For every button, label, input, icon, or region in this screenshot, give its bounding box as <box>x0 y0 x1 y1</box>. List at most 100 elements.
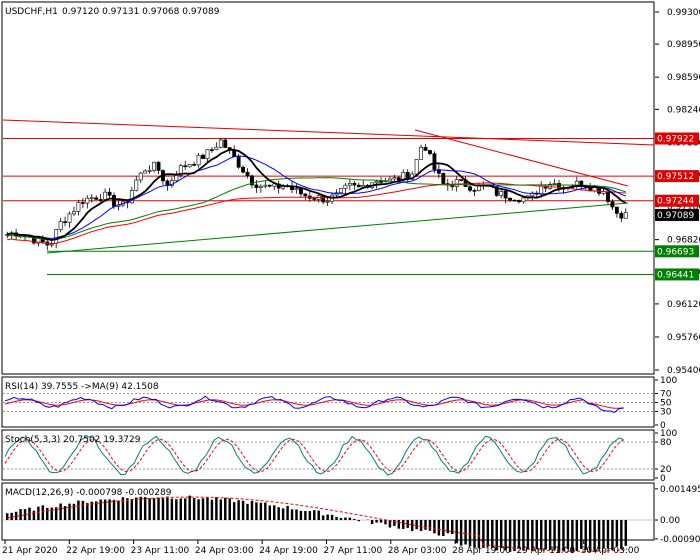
candle-body <box>254 184 259 188</box>
macd-bar <box>10 512 13 520</box>
candle-body <box>325 200 330 203</box>
candle-body <box>129 190 134 204</box>
candle-body <box>143 170 148 174</box>
ma-blue-line <box>7 155 626 240</box>
candle-body <box>76 202 81 212</box>
macd-bar <box>108 499 111 520</box>
candle-body <box>512 199 517 202</box>
macd-bar <box>50 507 53 520</box>
candle-body <box>263 184 268 187</box>
candle-body <box>54 229 59 244</box>
stoch-main-line <box>4 435 624 476</box>
candle-body <box>476 185 481 192</box>
candle-body <box>441 173 446 184</box>
macd-bar <box>468 520 472 547</box>
macd-bar <box>451 520 454 535</box>
macd-bar <box>499 520 503 549</box>
time-label: 23 Apr 11:00 <box>131 546 190 556</box>
candle-body <box>419 146 424 160</box>
macd-bar <box>135 497 138 520</box>
candle-body <box>250 175 254 186</box>
macd-bar <box>486 520 490 547</box>
candle-body <box>236 156 241 168</box>
candle-body <box>201 154 205 159</box>
macd-bar <box>330 514 334 520</box>
macd-bar <box>317 510 320 520</box>
main-panel[interactable] <box>1 1 655 375</box>
candle-body <box>196 154 201 166</box>
macd-bar <box>299 510 303 520</box>
macd-bar <box>508 520 512 552</box>
macd-bar <box>290 509 294 520</box>
macd-bar <box>455 520 458 544</box>
candle-body <box>521 197 526 203</box>
macd-panel[interactable] <box>1 482 655 541</box>
macd-bar <box>495 520 498 551</box>
time-label: 24 Apr 03:00 <box>195 546 254 556</box>
macd-bar <box>81 500 85 520</box>
stoch-panel[interactable] <box>1 429 655 481</box>
macd-bar <box>544 520 547 550</box>
time-label: 28 Apr 03:00 <box>388 546 447 556</box>
macd-bar <box>286 505 289 520</box>
rsi-panel[interactable] <box>1 376 655 428</box>
macd-bar <box>584 520 587 550</box>
macd-bar <box>433 520 436 534</box>
macd-bar <box>59 503 62 520</box>
macd-bar <box>397 520 401 529</box>
macd-bar <box>357 520 360 522</box>
indicator-tick-label: 0 <box>660 474 666 484</box>
macd-bar <box>95 501 98 520</box>
level-tag-label: 0.96441 <box>657 270 694 280</box>
macd-bar <box>620 520 623 550</box>
level-tag-label: 0.96693 <box>657 247 694 257</box>
price-axis: 0.993000.989500.985900.982400.978800.975… <box>655 8 700 376</box>
rsi-label: RSI(14) 39.7555 ->MA(9) 42.1508 <box>5 382 159 392</box>
candle-body <box>517 200 521 203</box>
macd-bar <box>197 499 200 520</box>
macd-label: MACD(12,26,9) -0.000798 -0.000289 <box>5 488 172 498</box>
indicator-tick-label: 100 <box>660 376 677 386</box>
indicator-tick-label: 80 <box>660 438 672 448</box>
price-plot <box>2 119 655 275</box>
macd-bar <box>415 520 418 530</box>
macd-bar <box>326 514 329 520</box>
macd-bar <box>571 520 574 554</box>
candle-body <box>156 161 161 171</box>
macd-bar <box>353 518 356 520</box>
macd-bar <box>224 497 227 520</box>
macd-bar <box>215 497 218 520</box>
candle-body <box>619 213 624 219</box>
macd-bar <box>268 505 271 520</box>
candle-body <box>80 202 85 204</box>
macd-bar <box>161 498 165 520</box>
macd-bar <box>553 520 556 551</box>
macd-bar <box>339 518 343 520</box>
candle-body <box>503 191 508 199</box>
macd-bar <box>99 499 102 520</box>
stoch-signal-line <box>4 438 624 473</box>
macd-bar <box>522 520 525 551</box>
candle-body <box>267 184 272 187</box>
candle-body <box>606 191 610 202</box>
macd-bar <box>19 509 22 520</box>
candle-body <box>245 171 250 177</box>
macd-bar <box>281 508 285 520</box>
macd-bar <box>602 520 605 549</box>
macd-bar <box>206 497 209 520</box>
ohlc-readout: 0.97120 0.97131 0.97068 0.97089 <box>62 7 220 17</box>
macd-bar <box>370 520 374 525</box>
macd-bar <box>384 520 387 525</box>
candle-body <box>85 197 90 204</box>
candle-body <box>347 183 352 186</box>
support-trendline <box>46 202 629 254</box>
candle-body <box>134 179 139 191</box>
macd-bar <box>121 497 125 520</box>
indicator-tick-label: 0.00 <box>660 516 680 526</box>
